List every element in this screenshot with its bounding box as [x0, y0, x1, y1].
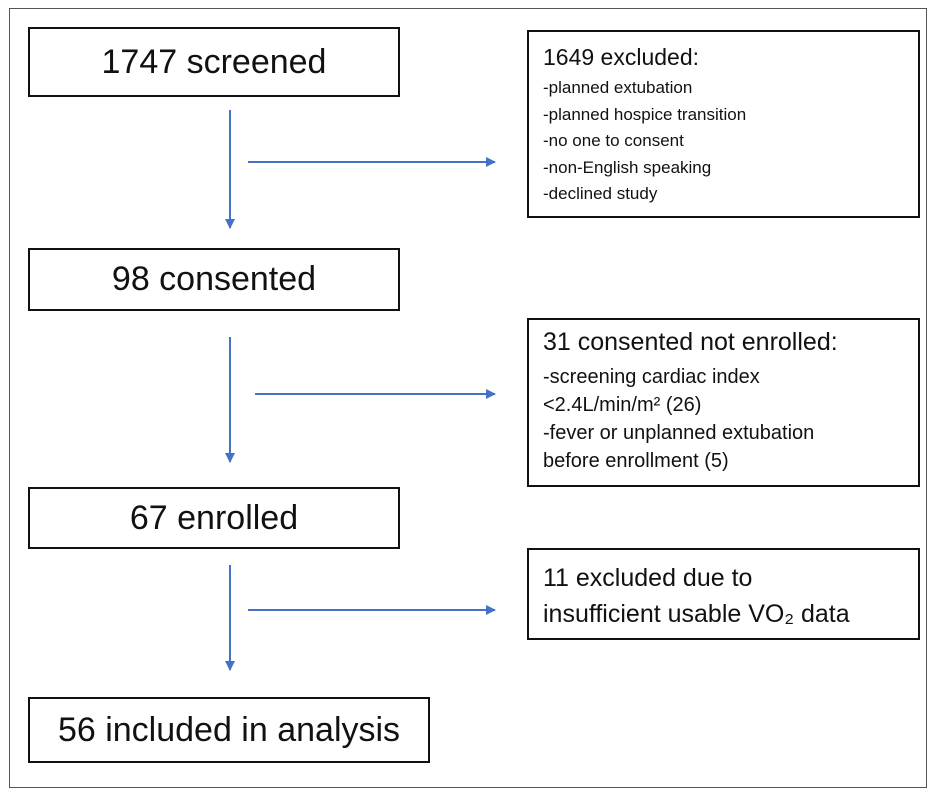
exclusion-box: 1649 excluded: -planned extubation -plan… — [527, 30, 920, 218]
exclusion-line: -planned hospice transition — [543, 104, 747, 124]
exclusion-line: -screening cardiac index — [543, 366, 760, 388]
exclusion-line: -no one to consent — [543, 131, 684, 150]
node: 1747 screened — [28, 27, 400, 97]
exclusion-title: 1649 excluded: — [543, 44, 700, 70]
exclusion-box: 31 consented not enrolled: -screening ca… — [527, 318, 920, 487]
exclusion-line: -planned extubation — [543, 78, 693, 97]
exclusion-line: <2.4L/min/m² (26) — [543, 394, 702, 416]
exclusion-line: before enrollment (5) — [543, 450, 729, 472]
exclusion-line: insufficient usable VO₂ data — [543, 600, 850, 628]
exclusion-title: 31 consented not enrolled: — [543, 328, 838, 356]
exclusion-line: -non-English speaking — [543, 157, 712, 177]
node: 56 included in analysis — [28, 697, 430, 763]
exclusion-line: -declined study — [543, 184, 658, 203]
node: 67 enrolled — [28, 487, 400, 549]
exclusion-box: 11 excluded due to insufficient usable V… — [527, 548, 920, 640]
exclusion-line: 11 excluded due to — [543, 564, 753, 592]
node: 98 consented — [28, 248, 400, 311]
exclusion-line: -fever or unplanned extubation — [543, 422, 815, 444]
